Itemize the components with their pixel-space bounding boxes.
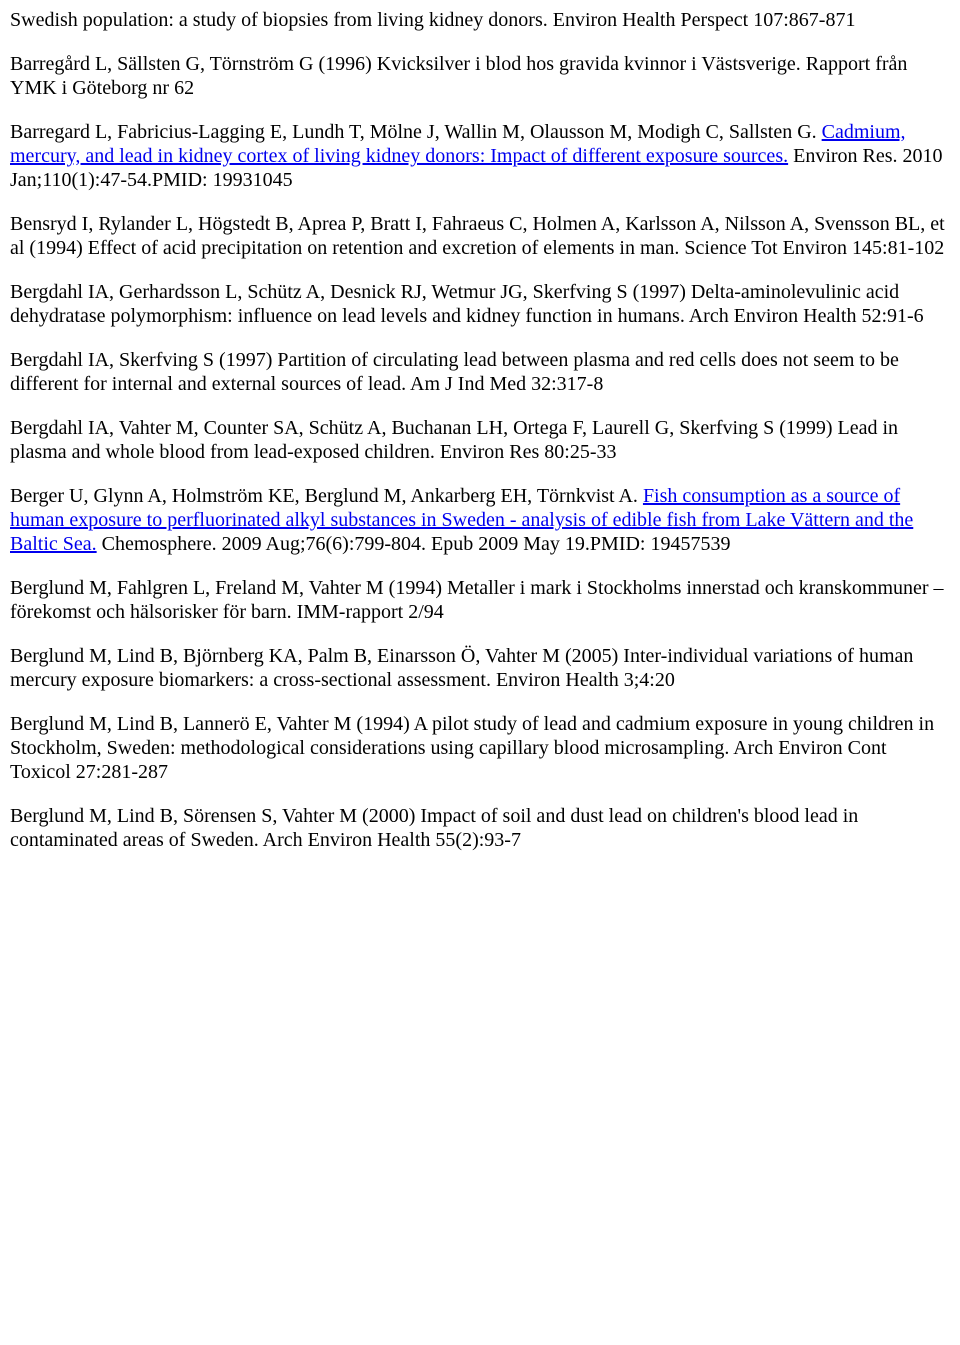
reference-entry: Berglund M, Lind B, Björnberg KA, Palm B… — [10, 644, 950, 692]
reference-entry: Berger U, Glynn A, Holmström KE, Berglun… — [10, 484, 950, 556]
reference-entry: Bergdahl IA, Vahter M, Counter SA, Schüt… — [10, 416, 950, 464]
reference-text: Barregard L, Fabricius-Lagging E, Lundh … — [10, 121, 822, 143]
reference-entry: Berglund M, Fahlgren L, Freland M, Vahte… — [10, 576, 950, 624]
reference-entry: Bergdahl IA, Gerhardsson L, Schütz A, De… — [10, 280, 950, 328]
reference-entry: Barregard L, Fabricius-Lagging E, Lundh … — [10, 120, 950, 192]
reference-entry: Bergdahl IA, Skerfving S (1997) Partitio… — [10, 348, 950, 396]
reference-entry: Barregård L, Sällsten G, Törnström G (19… — [10, 52, 950, 100]
reference-entry: Berglund M, Lind B, Sörensen S, Vahter M… — [10, 804, 950, 852]
reference-entry: Swedish population: a study of biopsies … — [10, 8, 950, 32]
reference-entry: Bensryd I, Rylander L, Högstedt B, Aprea… — [10, 212, 950, 260]
reference-text: Berger U, Glynn A, Holmström KE, Berglun… — [10, 485, 643, 507]
reference-text: Chemosphere. 2009 Aug;76(6):799-804. Epu… — [97, 533, 731, 555]
reference-entry: Berglund M, Lind B, Lannerö E, Vahter M … — [10, 712, 950, 784]
